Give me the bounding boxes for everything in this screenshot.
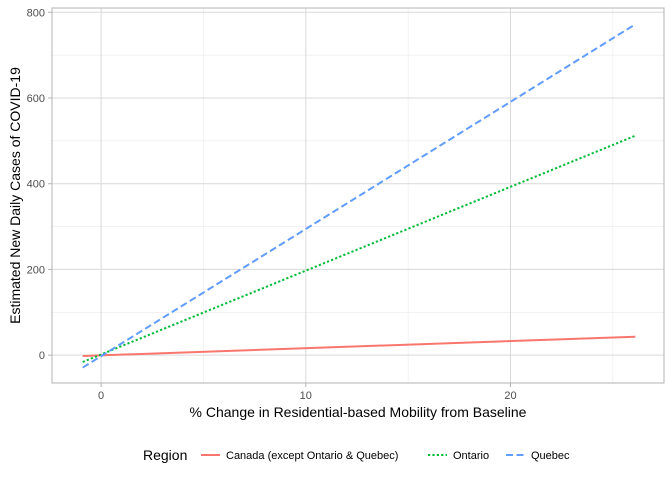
series-lines [82, 23, 636, 369]
legend-title: Region [143, 447, 187, 463]
legend-label-1: Canada (except Ontario & Quebec) [226, 450, 398, 462]
y-tick-label: 600 [27, 93, 45, 105]
minor-gridlines [52, 8, 664, 383]
y-tick-label: 200 [27, 264, 45, 276]
y-axis-title: Estimated New Daily Cases of COVID-19 [7, 67, 23, 324]
panel-border [51, 7, 665, 384]
x-axis-title: % Change in Residential-based Mobility f… [190, 404, 527, 420]
y-tick-label: 800 [27, 7, 45, 19]
y-tick-label: 0 [39, 350, 45, 362]
plot-panel [51, 7, 665, 384]
series-line-3 [82, 23, 636, 369]
series-line-2 [82, 134, 636, 363]
x-tick-label: 20 [504, 390, 516, 402]
x-tick-label: 10 [300, 390, 312, 402]
x-tick-label: 0 [98, 390, 104, 402]
y-tick-label: 400 [27, 179, 45, 191]
major-gridlines [52, 8, 664, 383]
panel-background [52, 8, 664, 383]
series-line-1 [82, 335, 636, 357]
x-axis: 0 10 20 [98, 383, 517, 402]
y-axis: 0 200 400 600 800 [27, 7, 52, 362]
legend-label-2: Ontario [453, 450, 489, 462]
legend-items: Canada (except Ontario & Quebec) Ontario Q… [201, 450, 570, 462]
legend: Region Canada (except Ontario & Quebec) O… [143, 447, 570, 463]
legend-label-3: Quebec [531, 450, 570, 462]
